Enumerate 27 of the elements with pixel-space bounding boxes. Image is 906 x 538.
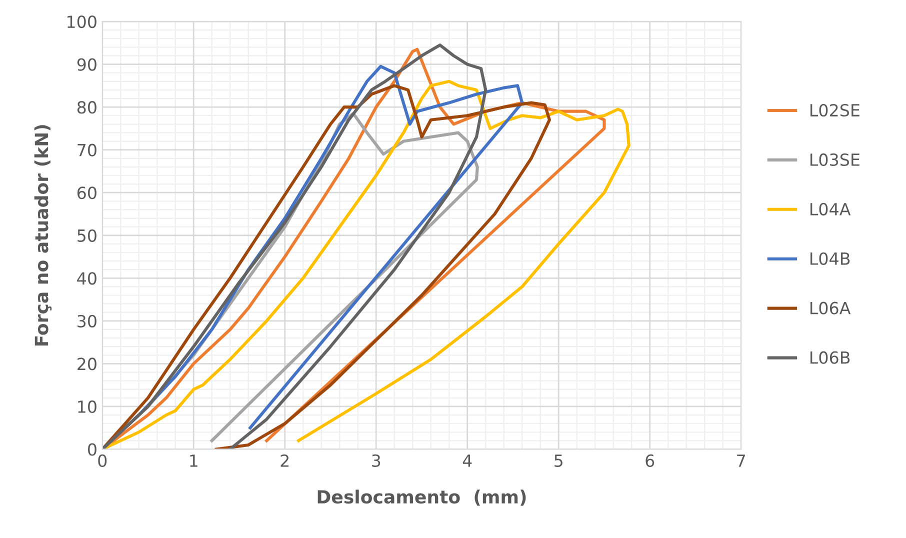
y-tick-label: 20 bbox=[78, 358, 96, 370]
legend-label: L06B bbox=[810, 351, 850, 364]
y-tick-label: 0 bbox=[88, 443, 96, 456]
y-tick-label: 30 bbox=[78, 314, 96, 328]
legend-label: L03SE bbox=[810, 153, 860, 166]
x-tick-label: 7 bbox=[737, 454, 745, 467]
y-tick-label: 70 bbox=[78, 144, 96, 156]
legend-label: L02SE bbox=[810, 104, 860, 117]
y-tick-label: 80 bbox=[77, 101, 96, 114]
legend-label: L06A bbox=[810, 302, 851, 314]
x-tick-label: 1 bbox=[190, 454, 198, 467]
y-tick-label: 50 bbox=[78, 229, 96, 242]
x-tick-label: 5 bbox=[554, 454, 562, 467]
y-tick-label: 100 bbox=[68, 15, 96, 28]
x-axis-title: Deslocamento (mm) bbox=[318, 490, 526, 506]
y-tick-label: 40 bbox=[77, 272, 96, 285]
x-tick-label: 3 bbox=[372, 454, 380, 467]
x-tick-label: 0 bbox=[98, 454, 107, 467]
x-tick-label: 2 bbox=[280, 454, 289, 467]
legend-label: L04B bbox=[810, 252, 850, 265]
x-tick-label: 4 bbox=[462, 454, 472, 467]
y-axis-title: Força no atuador (kN) bbox=[34, 125, 52, 346]
y-tick-label: 10 bbox=[78, 400, 96, 414]
x-tick-label: 6 bbox=[646, 454, 654, 467]
legend-label: L04A bbox=[810, 202, 851, 216]
y-tick-label: 90 bbox=[77, 58, 96, 71]
y-tick-label: 60 bbox=[77, 186, 96, 200]
